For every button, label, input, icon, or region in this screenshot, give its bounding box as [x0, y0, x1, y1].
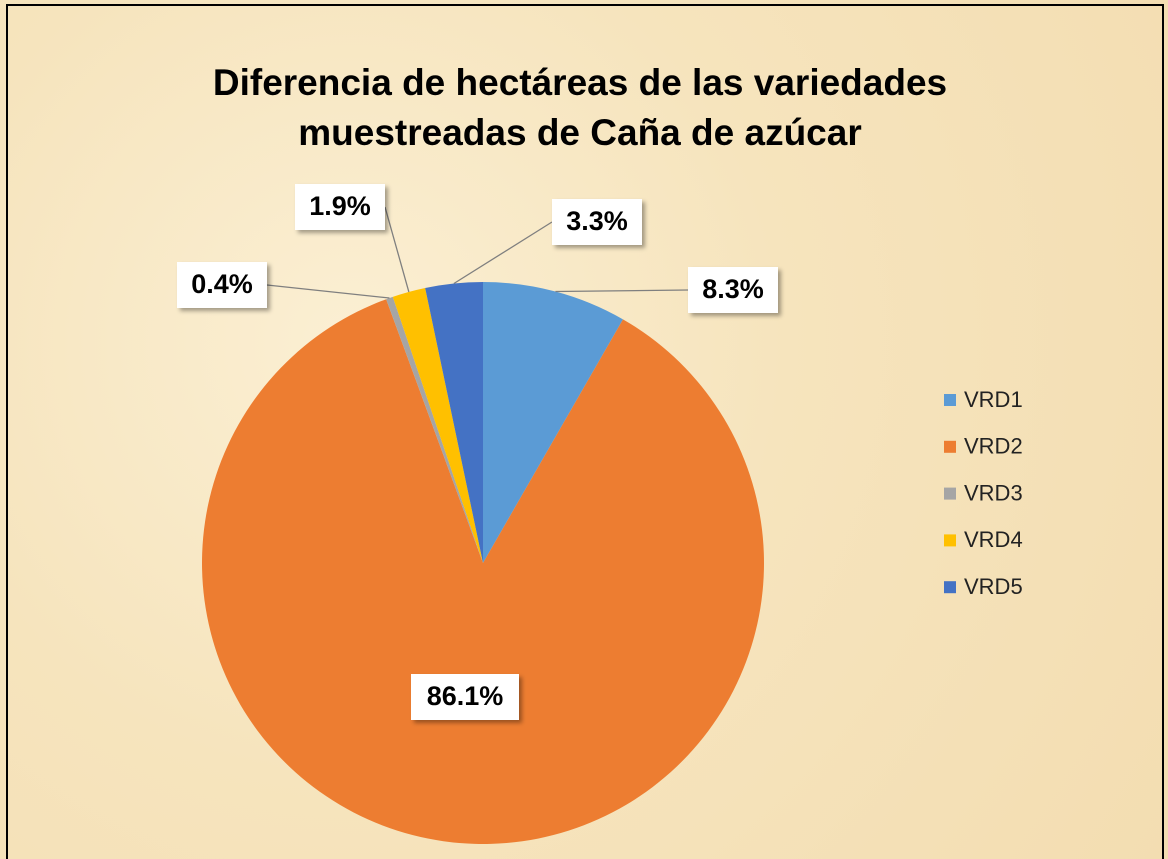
- legend-label: VRD1: [964, 387, 1023, 412]
- legend-swatch: [944, 534, 956, 547]
- legend-swatch: [944, 487, 956, 500]
- pie-slice: [202, 299, 765, 844]
- legend-label: VRD4: [964, 527, 1023, 552]
- data-label-box: [411, 674, 519, 720]
- pie-slice: [483, 282, 623, 563]
- leader-line: [266, 284, 390, 299]
- chart-border: [6, 4, 1164, 859]
- data-label-box: [295, 184, 385, 230]
- data-label-box: [177, 262, 267, 308]
- data-label-box: [552, 199, 642, 245]
- leader-line: [453, 221, 553, 285]
- data-label: 1.9%: [309, 191, 371, 221]
- legend-swatch: [944, 581, 956, 594]
- data-label-box: [688, 267, 778, 313]
- pie-slice: [392, 288, 483, 563]
- legend-label: VRD3: [964, 480, 1023, 505]
- leader-line: [555, 289, 689, 293]
- pie-slice: [386, 296, 483, 563]
- legend-swatch: [944, 440, 956, 453]
- data-label: 0.4%: [191, 269, 253, 299]
- legend-label: VRD2: [964, 434, 1023, 459]
- data-label: 8.3%: [702, 274, 764, 304]
- chart-title: Diferencia de hectáreas de las variedade…: [212, 62, 948, 153]
- leader-line: [384, 206, 410, 293]
- pie-slice: [425, 282, 483, 563]
- legend-label: VRD5: [964, 574, 1023, 599]
- legend-swatch: [944, 394, 956, 406]
- data-label: 3.3%: [566, 206, 628, 236]
- data-label: 86.1%: [427, 681, 504, 711]
